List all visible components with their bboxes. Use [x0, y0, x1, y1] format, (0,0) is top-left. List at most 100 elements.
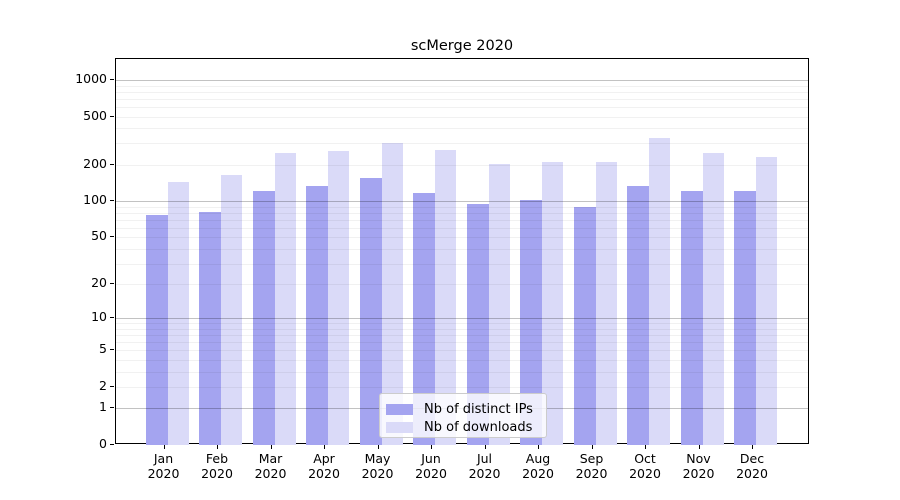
y-axis-label: 1000 [75, 71, 107, 86]
bar-sep-downloads [595, 161, 617, 445]
bar-jul-distinct-ips [466, 203, 489, 445]
x-axis-tick [698, 445, 700, 449]
x-axis-label-oct: Oct 2020 [613, 451, 677, 481]
y-axis-tick [110, 317, 114, 319]
legend-item-distinct-ips: Nb of distinct IPs [386, 400, 538, 418]
y-axis-label: 1 [99, 399, 107, 415]
x-axis-tick [270, 445, 272, 449]
gridline-minor [116, 323, 808, 325]
gridline-minor [116, 212, 808, 214]
legend-item-downloads: Nb of downloads [386, 418, 538, 436]
x-label-year: 2020 [575, 466, 608, 481]
bar-aug-distinct-ips [520, 200, 542, 445]
gridline-minor [116, 386, 808, 388]
y-axis-label: 200 [83, 155, 107, 171]
y-axis-tick [110, 444, 114, 445]
x-label-month: Mar [258, 451, 283, 466]
bar-jul-downloads [488, 163, 510, 445]
legend-label: Nb of downloads [424, 419, 533, 435]
bar-oct-distinct-ips [627, 185, 649, 445]
legend: Nb of distinct IPs Nb of downloads [379, 393, 547, 438]
gridline-minor [116, 237, 808, 239]
y-axis-tick [110, 283, 114, 285]
x-label-month: Aug [525, 451, 551, 466]
gridline-minor [116, 98, 808, 100]
gridline-minor [116, 359, 808, 361]
y-axis-label: 50 [91, 228, 107, 244]
chart-title: scMerge 2020 [410, 38, 514, 54]
y-axis-label: 100 [83, 192, 107, 208]
gridline-minor [116, 164, 808, 166]
gridline-major [116, 318, 808, 320]
gridline-minor [116, 206, 808, 208]
x-axis-label-feb: Feb 2020 [185, 451, 249, 481]
bar-may-distinct-ips [359, 177, 382, 445]
x-axis-tick [538, 445, 539, 449]
bar-nov-downloads [702, 152, 724, 445]
x-axis-tick [324, 445, 325, 449]
x-label-month: Dec [739, 451, 765, 466]
bar-may-downloads [381, 142, 403, 445]
bar-mar-distinct-ips [252, 190, 275, 445]
y-axis-label: 10 [91, 309, 107, 325]
gridline-minor [116, 227, 808, 229]
bar-mar-downloads [274, 153, 296, 445]
y-axis-tick [110, 200, 114, 202]
legend-swatch-distinct-ips [386, 403, 413, 415]
y-axis-tick [110, 407, 114, 409]
gridline-minor [116, 350, 808, 352]
bar-apr-downloads [328, 151, 349, 445]
gridline-minor [116, 284, 808, 286]
x-label-month: May [364, 451, 391, 466]
x-axis-label-dec: Dec 2020 [720, 451, 784, 481]
legend-label: Nb of distinct IPs [424, 401, 533, 417]
x-axis-label-mar: Mar 2020 [239, 451, 303, 481]
gridline-minor [116, 85, 808, 87]
x-axis-label-may: May 2020 [346, 451, 410, 481]
y-axis-label: 0 [99, 436, 107, 451]
gridline-major [116, 80, 808, 81]
x-label-month: Jul [476, 451, 493, 466]
bar-jun-distinct-ips [413, 193, 435, 445]
x-label-month: Oct [634, 451, 656, 466]
gridline-minor [116, 143, 808, 145]
x-axis-tick [431, 445, 432, 449]
x-axis-tick [591, 445, 593, 449]
bar-sep-distinct-ips [573, 206, 596, 445]
gridline-minor [116, 116, 808, 118]
x-label-month: Feb [205, 451, 229, 466]
bar-jan-distinct-ips [145, 214, 168, 445]
y-axis-label: 2 [99, 377, 107, 393]
gridline-minor [116, 91, 808, 93]
x-axis-tick [377, 445, 379, 449]
x-axis-label-jun: Jun 2020 [399, 451, 463, 481]
x-axis-tick [217, 445, 218, 449]
x-label-month: Nov [686, 451, 711, 466]
y-axis-tick [110, 236, 114, 238]
x-label-year: 2020 [147, 466, 180, 481]
bar-apr-distinct-ips [306, 185, 328, 445]
bar-oct-downloads [649, 138, 670, 445]
x-label-month: Jan [153, 451, 174, 466]
gridline-minor [116, 219, 808, 221]
x-label-year: 2020 [201, 466, 233, 481]
bar-dec-downloads [756, 157, 777, 445]
x-label-year: 2020 [308, 466, 340, 481]
x-label-year: 2020 [415, 466, 447, 481]
bar-feb-distinct-ips [199, 211, 221, 445]
x-axis-tick [163, 445, 165, 449]
y-axis-tick [110, 79, 114, 80]
gridline-minor [116, 106, 808, 108]
x-label-year: 2020 [522, 466, 554, 481]
x-label-year: 2020 [468, 466, 501, 481]
gridline-major [116, 201, 808, 203]
y-axis-tick [110, 349, 114, 351]
x-axis-tick [484, 445, 486, 449]
x-axis-label-sep: Sep 2020 [560, 451, 624, 481]
y-axis-tick [110, 385, 114, 387]
gridline-minor [116, 335, 808, 337]
bar-nov-distinct-ips [680, 190, 703, 445]
bar-dec-distinct-ips [734, 190, 756, 445]
x-axis-tick [752, 445, 753, 449]
